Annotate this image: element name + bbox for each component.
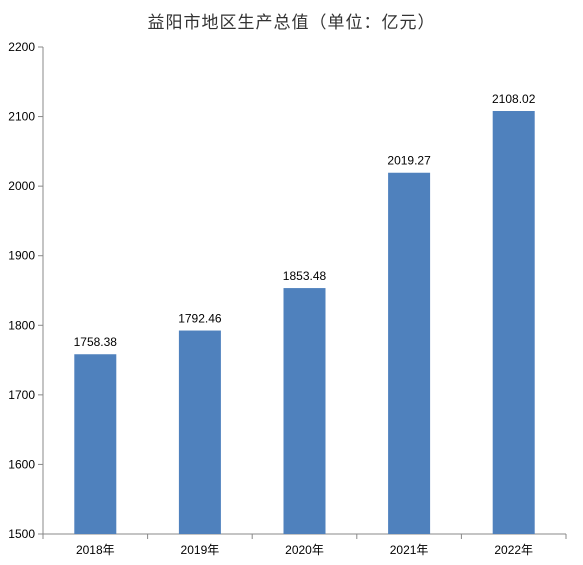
- bar: [283, 288, 326, 534]
- bar: [74, 354, 117, 534]
- y-tick-label: 1500: [8, 527, 35, 541]
- y-tick-label: 1700: [8, 388, 35, 402]
- x-tick-label: 2018年: [76, 543, 115, 557]
- chart-title: 益阳市地区生产总值（单位：亿元）: [147, 13, 436, 33]
- bar: [388, 172, 431, 534]
- x-tick-label: 2021年: [390, 543, 429, 557]
- bar: [492, 110, 535, 535]
- data-label: 1758.38: [74, 335, 118, 349]
- data-label: 1792.46: [178, 312, 222, 326]
- y-tick-label: 1800: [8, 318, 35, 332]
- x-tick-label: 2020年: [285, 543, 324, 557]
- data-label: 2108.02: [492, 92, 536, 106]
- y-tick-label: 1900: [8, 249, 35, 263]
- data-label: 2019.27: [387, 154, 431, 168]
- bar: [178, 330, 221, 534]
- y-tick-label: 2000: [8, 179, 35, 193]
- y-tick-label: 1600: [8, 457, 35, 471]
- x-tick-label: 2022年: [494, 543, 533, 557]
- x-tick-label: 2019年: [181, 543, 220, 557]
- data-label: 1853.48: [283, 269, 327, 283]
- y-tick-label: 2200: [8, 40, 35, 54]
- y-tick-label: 2100: [8, 110, 35, 124]
